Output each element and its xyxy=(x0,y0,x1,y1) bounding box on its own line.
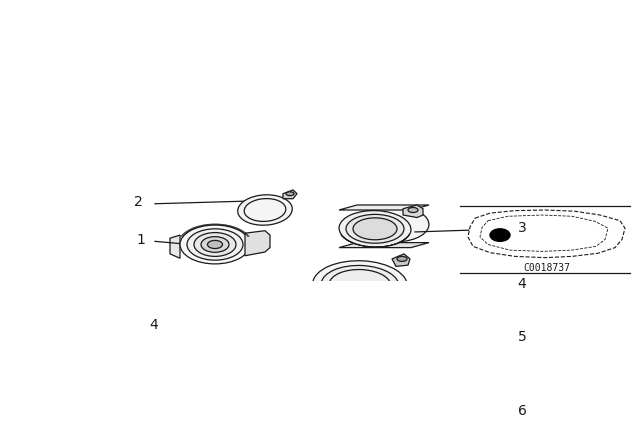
Ellipse shape xyxy=(281,356,309,372)
Text: 5: 5 xyxy=(518,330,526,344)
Polygon shape xyxy=(333,306,347,317)
Text: 2: 2 xyxy=(134,195,143,210)
Ellipse shape xyxy=(353,218,397,240)
Ellipse shape xyxy=(339,211,411,247)
Ellipse shape xyxy=(180,225,250,264)
Circle shape xyxy=(490,229,510,241)
Ellipse shape xyxy=(270,315,313,340)
Polygon shape xyxy=(283,190,297,199)
Ellipse shape xyxy=(321,266,399,305)
Polygon shape xyxy=(225,334,248,345)
Text: C0018737: C0018737 xyxy=(524,263,570,273)
Text: 4: 4 xyxy=(518,277,526,291)
Ellipse shape xyxy=(253,367,287,385)
Ellipse shape xyxy=(408,207,418,212)
Text: 4: 4 xyxy=(149,318,158,332)
Ellipse shape xyxy=(239,332,278,354)
Ellipse shape xyxy=(229,337,267,359)
Polygon shape xyxy=(468,210,625,258)
Ellipse shape xyxy=(346,215,404,243)
Polygon shape xyxy=(339,205,429,210)
Ellipse shape xyxy=(312,261,408,310)
Polygon shape xyxy=(392,254,410,267)
Polygon shape xyxy=(95,332,290,361)
Ellipse shape xyxy=(187,229,243,260)
Ellipse shape xyxy=(231,336,243,341)
Polygon shape xyxy=(245,231,270,256)
Ellipse shape xyxy=(357,206,429,242)
Ellipse shape xyxy=(257,370,283,383)
Polygon shape xyxy=(357,394,369,403)
Ellipse shape xyxy=(260,320,301,345)
Polygon shape xyxy=(95,364,265,395)
Ellipse shape xyxy=(280,310,324,336)
Ellipse shape xyxy=(286,312,344,346)
Ellipse shape xyxy=(397,256,407,261)
Ellipse shape xyxy=(69,405,91,435)
Polygon shape xyxy=(403,205,423,218)
Ellipse shape xyxy=(433,340,487,368)
Ellipse shape xyxy=(300,298,348,326)
Ellipse shape xyxy=(207,241,223,249)
Ellipse shape xyxy=(250,326,290,349)
Ellipse shape xyxy=(439,344,481,364)
Ellipse shape xyxy=(194,233,236,256)
Ellipse shape xyxy=(290,304,336,331)
Text: 1: 1 xyxy=(136,233,145,247)
Ellipse shape xyxy=(339,385,367,399)
Ellipse shape xyxy=(237,195,292,225)
Polygon shape xyxy=(270,351,295,448)
Ellipse shape xyxy=(310,293,360,322)
Ellipse shape xyxy=(64,401,96,439)
Polygon shape xyxy=(97,401,263,432)
Text: 3: 3 xyxy=(518,220,526,235)
Polygon shape xyxy=(75,332,295,448)
Polygon shape xyxy=(339,243,429,248)
Ellipse shape xyxy=(201,237,229,252)
Ellipse shape xyxy=(286,192,294,196)
Ellipse shape xyxy=(324,400,365,422)
Text: 6: 6 xyxy=(518,404,527,418)
Polygon shape xyxy=(170,235,180,258)
